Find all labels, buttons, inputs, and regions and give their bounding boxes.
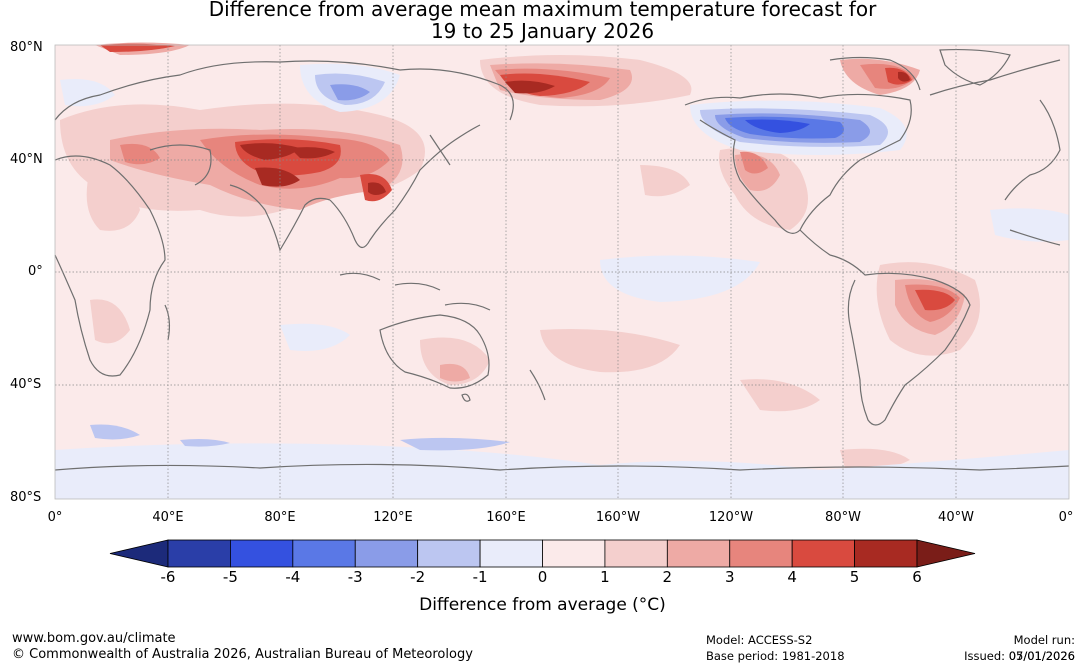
colorbar-tick-label: -5 bbox=[222, 568, 238, 586]
lat-label-80n: 80°N bbox=[10, 40, 43, 55]
map-title-line1: Difference from average mean maximum tem… bbox=[208, 0, 877, 21]
footer-issued: Issued: 07/01/2026 bbox=[964, 649, 1075, 663]
lon-label-120w: 120°W bbox=[708, 510, 754, 525]
gridlines bbox=[55, 45, 1069, 499]
colorbar-extend-low bbox=[109, 539, 169, 568]
lon-label-120e: 120°E bbox=[373, 510, 413, 525]
lat-label-0: 0° bbox=[28, 264, 43, 279]
footer-model: Model: ACCESS-S2 bbox=[706, 633, 813, 647]
footer-website: www.bom.gov.au/climate bbox=[12, 631, 176, 646]
lat-label-40n: 40°N bbox=[10, 152, 43, 167]
lat-label-80s: 80°S bbox=[10, 490, 42, 505]
colorbar-label: Difference from average (°C) bbox=[419, 595, 666, 615]
coastlines bbox=[54, 48, 1070, 471]
colorbar-tick-label: 0 bbox=[537, 568, 548, 586]
lon-label-160w: 160°W bbox=[595, 510, 641, 525]
colorbar-tick-label: 1 bbox=[600, 568, 610, 586]
colorbar-segment bbox=[791, 539, 855, 568]
colorbar-segment bbox=[354, 539, 419, 568]
colorbar-tick-label: 2 bbox=[662, 568, 673, 586]
colorbar-segment bbox=[604, 539, 668, 568]
colorbar-segment bbox=[729, 539, 793, 568]
lon-label-160e: 160°E bbox=[486, 510, 526, 525]
map-frame bbox=[54, 44, 1070, 500]
lon-label-40e: 40°E bbox=[152, 510, 184, 525]
lon-label-0-right: 0° bbox=[1058, 510, 1074, 525]
colorbar-tick-label: 5 bbox=[849, 568, 860, 586]
lon-label-0-left: 0° bbox=[47, 510, 63, 525]
colorbar-segment bbox=[854, 539, 918, 568]
lat-label-40s: 40°S bbox=[10, 377, 42, 392]
colorbar-extend-high bbox=[916, 539, 976, 568]
footer-model-run: Model run: 05/01/2026 bbox=[1008, 633, 1075, 663]
lon-label-40w: 40°W bbox=[938, 510, 974, 525]
anomaly-band-neg-4-5 bbox=[745, 119, 810, 133]
colorbar-tick-label: -4 bbox=[285, 568, 301, 586]
colorbar-tick-label: -6 bbox=[160, 568, 176, 586]
footer-base-period: Base period: 1981-2018 bbox=[706, 649, 845, 663]
colorbar-segment bbox=[167, 539, 231, 568]
colorbar-segment bbox=[666, 539, 731, 568]
colorbar-segment bbox=[292, 539, 356, 568]
colorbar-segment bbox=[417, 539, 481, 568]
anomaly-band-5-6 bbox=[240, 71, 910, 195]
colorbar-tick-label: 6 bbox=[912, 568, 922, 586]
lon-label-80w: 80°W bbox=[825, 510, 861, 525]
colorbar-segment bbox=[230, 539, 294, 568]
colorbar bbox=[109, 539, 976, 568]
colorbar-tick-label: -1 bbox=[472, 568, 488, 586]
map-title-line2: 19 to 25 January 2026 bbox=[430, 19, 655, 43]
colorbar-segment bbox=[479, 539, 543, 568]
lon-label-80e: 80°E bbox=[264, 510, 296, 525]
colorbar-tick-label: -3 bbox=[347, 568, 363, 586]
colorbar-tick-label: 3 bbox=[724, 568, 735, 586]
colorbar-tick-label: 4 bbox=[787, 568, 797, 586]
colorbar-segment bbox=[542, 539, 606, 568]
colorbar-tick-label: -2 bbox=[410, 568, 426, 586]
footer-copyright: © Commonwealth of Australia 2026, Austra… bbox=[12, 647, 473, 662]
